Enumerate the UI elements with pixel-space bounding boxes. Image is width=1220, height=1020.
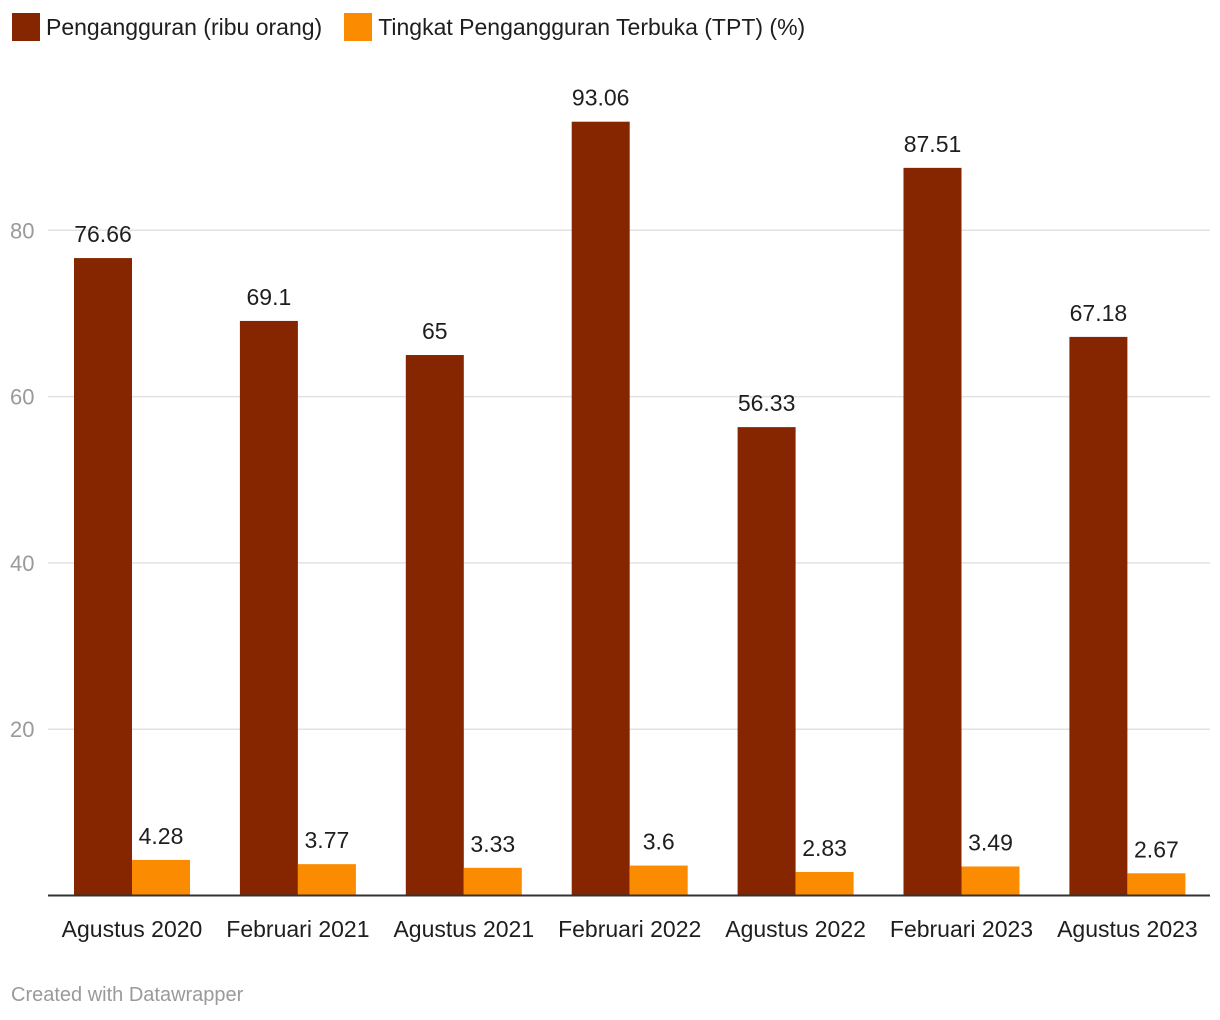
bar-tpt-5	[795, 871, 854, 896]
y-tick-label: 40	[10, 551, 34, 576]
x-category-label: Agustus 2021	[393, 916, 534, 942]
bar-pengangguran-7	[1069, 336, 1128, 896]
y-tick-label: 80	[10, 218, 34, 243]
legend-swatch-tpt	[344, 13, 373, 41]
data-label-pengangguran-7: 67.18	[1070, 300, 1128, 326]
data-label-pengangguran-1: 76.66	[74, 221, 132, 247]
data-label-tpt-5: 2.83	[802, 835, 847, 861]
bar-tpt-1	[132, 859, 190, 896]
data-label-pengangguran-4: 93.06	[572, 85, 630, 111]
data-label-pengangguran-5: 56.33	[738, 390, 796, 416]
y-tick-label: 60	[10, 385, 34, 410]
data-label-pengangguran-3: 65	[422, 318, 448, 344]
data-label-tpt-2: 3.77	[305, 827, 350, 853]
bar-tpt-6	[961, 866, 1020, 896]
bar-pengangguran-3	[405, 355, 464, 896]
data-label-tpt-4: 3.6	[643, 829, 675, 855]
bar-tpt-4	[629, 865, 688, 896]
chart-legend: Pengangguran (ribu orang) Tingkat Pengan…	[12, 12, 805, 42]
bar-pengangguran-1	[74, 258, 132, 896]
bar-tpt-2	[297, 864, 356, 896]
legend-item-tpt: Tingkat Pengangguran Terbuka (TPT) (%)	[344, 13, 805, 41]
data-label-tpt-1: 4.28	[139, 823, 184, 849]
footer-credit: Created with Datawrapper	[11, 984, 244, 1006]
x-category-label: Februari 2022	[558, 916, 701, 942]
bar-pengangguran-6	[903, 167, 962, 896]
y-tick-label: 20	[10, 717, 34, 742]
data-label-pengangguran-6: 87.51	[904, 131, 962, 157]
data-label-tpt-6: 3.49	[968, 829, 1013, 855]
legend-item-pengangguran: Pengangguran (ribu orang)	[12, 13, 322, 41]
x-category-label: Februari 2021	[226, 916, 369, 942]
legend-label-tpt: Tingkat Pengangguran Terbuka (TPT) (%)	[378, 13, 806, 40]
data-label-tpt-7: 2.67	[1134, 836, 1179, 862]
bar-tpt-3	[463, 867, 522, 896]
bar-tpt-7	[1127, 873, 1186, 896]
legend-swatch-pengangguran	[12, 13, 40, 41]
x-category-label: Februari 2023	[890, 916, 1033, 942]
x-category-label: Agustus 2023	[1057, 916, 1198, 942]
data-label-pengangguran-2: 69.1	[247, 284, 292, 310]
bar-pengangguran-5	[737, 427, 796, 896]
x-category-label: Agustus 2020	[62, 916, 203, 942]
bar-pengangguran-2	[239, 320, 298, 896]
bar-pengangguran-4	[571, 121, 630, 896]
data-label-tpt-3: 3.33	[470, 831, 515, 857]
x-category-label: Agustus 2022	[725, 916, 866, 942]
bar-chart: 20 40 60 80 76.66 4.28 Agustus 2020 69.1 3.77 Feb…	[10, 85, 1210, 942]
legend-label-pengangguran: Pengangguran (ribu orang)	[46, 13, 323, 40]
